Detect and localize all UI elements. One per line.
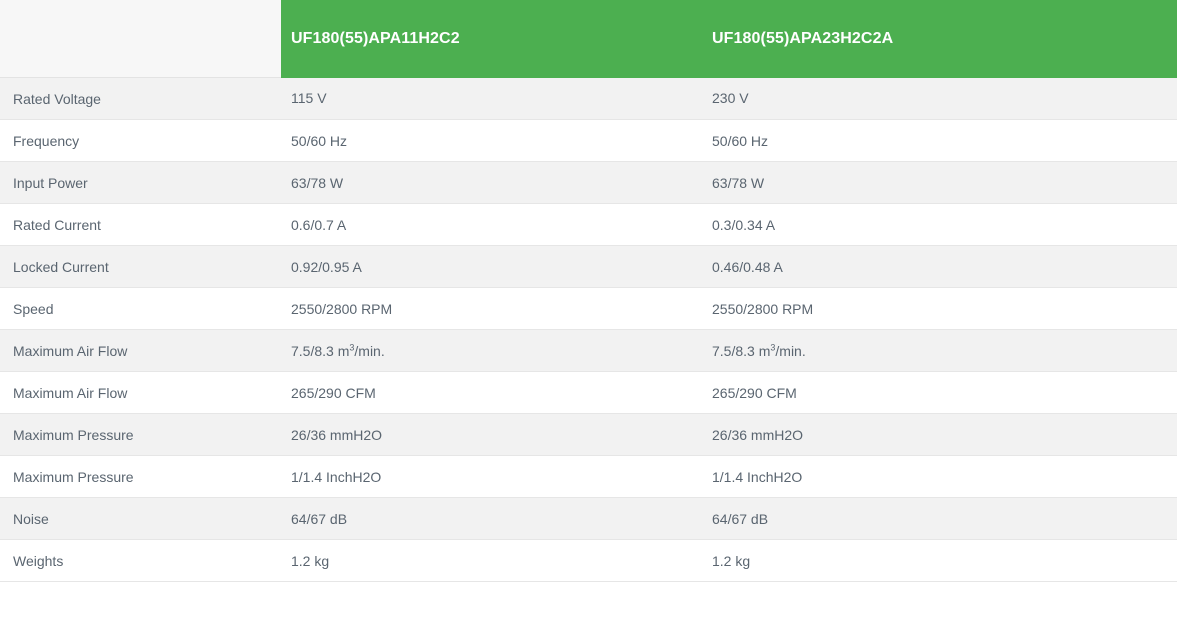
cell-value-text: 230 V xyxy=(712,90,749,106)
cell-value-text: 1/1.4 InchH2O xyxy=(291,469,381,485)
cell-value-text: 2550/2800 RPM xyxy=(291,301,392,317)
row-value-model-2: 1.2 kg xyxy=(704,540,1177,582)
cell-value-text: 63/78 W xyxy=(291,175,343,191)
row-label: Frequency xyxy=(0,120,281,162)
superscript-exponent: 3 xyxy=(349,342,354,352)
row-value-model-1: 2550/2800 RPM xyxy=(281,288,704,330)
table-row: Maximum Air Flow 7.5/8.3 m3/min. 7.5/8.3 m… xyxy=(0,330,1177,372)
header-cell-model-1: UF180(55)APA11H2C2 xyxy=(281,0,704,78)
row-value-model-2: 64/67 dB xyxy=(704,498,1177,540)
row-value-model-1: 0.92/0.95 A xyxy=(281,246,704,288)
row-label: Maximum Air Flow xyxy=(0,330,281,372)
row-value-model-1: 63/78 W xyxy=(281,162,704,204)
row-value-model-1: 26/36 mmH2O xyxy=(281,414,704,456)
row-value-model-2: 265/290 CFM xyxy=(704,372,1177,414)
table-row: Maximum Air Flow 265/290 CFM 265/290 CFM xyxy=(0,372,1177,414)
table-body: Rated Voltage 115 V 230 V Frequency 50/60 Hz… xyxy=(0,78,1177,623)
row-label: Input Power xyxy=(0,162,281,204)
cell-value-text: 26/36 mmH2O xyxy=(291,427,382,443)
row-cell-empty xyxy=(0,582,281,623)
row-value-model-2: 2550/2800 RPM xyxy=(704,288,1177,330)
row-value-model-2: 7.5/8.3 m3/min. xyxy=(704,330,1177,372)
row-value-model-1: 64/67 dB xyxy=(281,498,704,540)
row-label: Locked Current xyxy=(0,246,281,288)
table-header: UF180(55)APA11H2C2 UF180(55)APA23H2C2A xyxy=(0,0,1177,78)
row-value-model-1: 50/60 Hz xyxy=(281,120,704,162)
row-value-model-1: 1/1.4 InchH2O xyxy=(281,456,704,498)
row-label: Speed xyxy=(0,288,281,330)
superscript-exponent: 3 xyxy=(770,342,775,352)
row-cell-empty xyxy=(704,582,1177,623)
table-row: Speed 2550/2800 RPM 2550/2800 RPM xyxy=(0,288,1177,330)
cell-value-text: 0.46/0.48 A xyxy=(712,259,783,275)
row-label: Rated Current xyxy=(0,204,281,246)
cell-value-text: 0.3/0.34 A xyxy=(712,217,775,233)
row-value-model-2: 63/78 W xyxy=(704,162,1177,204)
table-row-partial xyxy=(0,582,1177,623)
table-row: Frequency 50/60 Hz 50/60 Hz xyxy=(0,120,1177,162)
row-value-model-2: 0.46/0.48 A xyxy=(704,246,1177,288)
table-row: Input Power 63/78 W 63/78 W xyxy=(0,162,1177,204)
cell-value-text: 64/67 dB xyxy=(291,511,347,527)
row-value-model-2: 26/36 mmH2O xyxy=(704,414,1177,456)
row-value-model-2: 1/1.4 InchH2O xyxy=(704,456,1177,498)
row-label: Maximum Air Flow xyxy=(0,372,281,414)
row-value-model-1: 115 V xyxy=(281,78,704,120)
row-value-model-1: 1.2 kg xyxy=(281,540,704,582)
row-value-model-1: 0.6/0.7 A xyxy=(281,204,704,246)
table-row: Rated Current 0.6/0.7 A 0.3/0.34 A xyxy=(0,204,1177,246)
table-row: Weights 1.2 kg 1.2 kg xyxy=(0,540,1177,582)
cell-value-text: 26/36 mmH2O xyxy=(712,427,803,443)
header-cell-label-column xyxy=(0,0,281,78)
table-row: Maximum Pressure 1/1.4 InchH2O 1/1.4 InchH… xyxy=(0,456,1177,498)
row-label: Maximum Pressure xyxy=(0,414,281,456)
cell-value-text: 115 V xyxy=(291,90,327,106)
header-model-2-label: UF180(55)APA23H2C2A xyxy=(704,30,1177,48)
row-value-model-2: 50/60 Hz xyxy=(704,120,1177,162)
cell-value-text: 63/78 W xyxy=(712,175,764,191)
table-row: Locked Current 0.92/0.95 A 0.46/0.48 A xyxy=(0,246,1177,288)
row-label: Rated Voltage xyxy=(0,78,281,120)
cell-value-text: 0.92/0.95 A xyxy=(291,259,362,275)
header-model-1-label: UF180(55)APA11H2C2 xyxy=(281,30,704,48)
row-value-model-1: 7.5/8.3 m3/min. xyxy=(281,330,704,372)
table-row: Maximum Pressure 26/36 mmH2O 26/36 mmH2O xyxy=(0,414,1177,456)
cell-value-text: 1.2 kg xyxy=(712,553,750,569)
row-cell-empty xyxy=(281,582,704,623)
cell-value-text: 7.5/8.3 m3/min. xyxy=(712,343,806,359)
cell-value-text: 50/60 Hz xyxy=(712,133,768,149)
row-value-model-1: 265/290 CFM xyxy=(281,372,704,414)
cell-value-text: 1/1.4 InchH2O xyxy=(712,469,802,485)
row-label: Noise xyxy=(0,498,281,540)
cell-value-text: 265/290 CFM xyxy=(291,385,376,401)
row-label: Weights xyxy=(0,540,281,582)
row-value-model-2: 230 V xyxy=(704,78,1177,120)
cell-value-text: 265/290 CFM xyxy=(712,385,797,401)
table-header-row: UF180(55)APA11H2C2 UF180(55)APA23H2C2A xyxy=(0,0,1177,78)
table-row: Rated Voltage 115 V 230 V xyxy=(0,78,1177,120)
cell-value-text: 64/67 dB xyxy=(712,511,768,527)
header-cell-model-2: UF180(55)APA23H2C2A xyxy=(704,0,1177,78)
table-row: Noise 64/67 dB 64/67 dB xyxy=(0,498,1177,540)
cell-value-text: 7.5/8.3 m3/min. xyxy=(291,343,385,359)
cell-value-text: 50/60 Hz xyxy=(291,133,347,149)
row-value-model-2: 0.3/0.34 A xyxy=(704,204,1177,246)
row-label: Maximum Pressure xyxy=(0,456,281,498)
cell-value-text: 2550/2800 RPM xyxy=(712,301,813,317)
cell-value-text: 1.2 kg xyxy=(291,553,329,569)
cell-value-text: 0.6/0.7 A xyxy=(291,217,346,233)
